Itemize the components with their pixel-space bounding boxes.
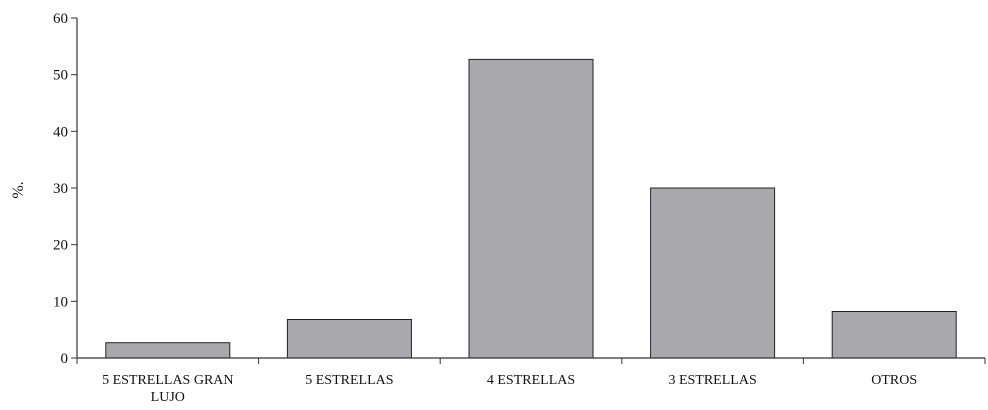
y-tick-label: 60 [53, 11, 68, 27]
bar-2 [286, 319, 412, 359]
y-tick-label: 0 [61, 351, 69, 367]
y-tick-label: 30 [53, 181, 68, 197]
x-category-label: 3 ESTRELLAS [668, 373, 756, 388]
x-labels-group: 5 ESTRELLAS GRAN LUJO 5 ESTRELLAS 4 ESTRELL… [102, 373, 917, 405]
bar-3 [468, 58, 594, 359]
y-tick-label: 10 [53, 294, 68, 310]
bar-5 [831, 311, 957, 359]
y-tick-label: 40 [53, 124, 68, 140]
bars-group [105, 58, 957, 359]
x-category-label: 5 ESTRELLAS GRAN LUJO [102, 373, 233, 405]
y-axis-label: %. [10, 181, 27, 198]
x-category-label: 5 ESTRELLAS [305, 373, 393, 388]
x-category-label: 4 ESTRELLAS [487, 373, 575, 388]
y-tick-label: 20 [53, 238, 68, 254]
y-ticks-group: 0 10 20 30 40 50 60 [53, 11, 77, 367]
x-category-label: OTROS [871, 373, 917, 388]
y-tick-label: 50 [53, 68, 68, 84]
bar-4 [650, 187, 776, 359]
bar-1 [105, 342, 231, 359]
